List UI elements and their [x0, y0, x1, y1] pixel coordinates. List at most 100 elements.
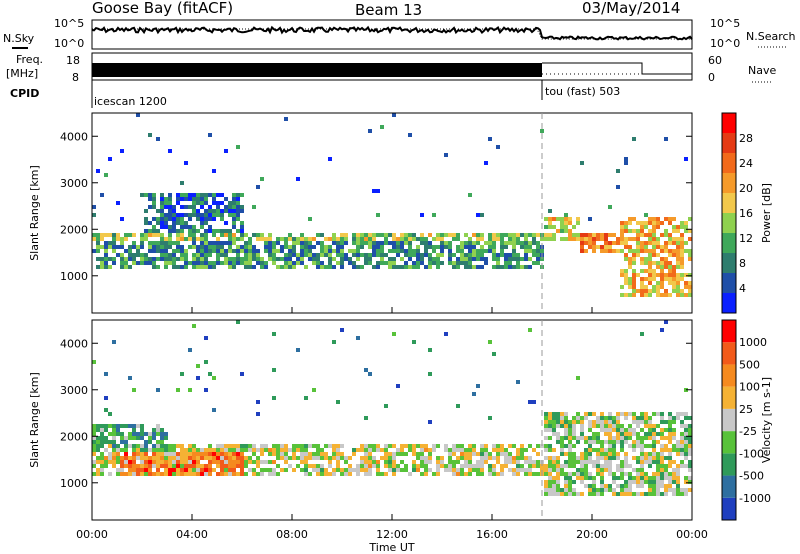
power-cell — [656, 281, 660, 285]
power-cell — [384, 253, 388, 257]
power-cell — [344, 233, 348, 237]
power-cell — [284, 253, 288, 257]
vel-cell — [448, 464, 452, 468]
power-cell — [580, 237, 584, 241]
power-cell — [356, 265, 360, 269]
vel-cell — [576, 412, 580, 416]
vel-cell — [564, 472, 568, 476]
vel-cell — [480, 444, 484, 448]
vel-cell — [592, 424, 596, 428]
vel-cell — [336, 460, 340, 464]
vel-cell — [588, 440, 592, 444]
power-cell — [232, 209, 236, 213]
vel-cell — [564, 412, 568, 416]
vel-cell — [676, 480, 680, 484]
power-cell — [340, 253, 344, 257]
power-cell — [360, 241, 364, 245]
power-cell — [428, 241, 432, 245]
vel-cell — [472, 468, 476, 472]
vel-cell — [664, 428, 668, 432]
vel-cell — [648, 476, 652, 480]
power-cell — [632, 269, 636, 273]
vel-cell — [116, 432, 120, 436]
vel-cell — [588, 452, 592, 456]
vel-cell — [112, 448, 116, 452]
power-cell — [120, 237, 124, 241]
vel-cell — [616, 412, 620, 416]
vel-cell — [644, 456, 648, 460]
power-cell — [192, 205, 196, 209]
power-cell — [380, 249, 384, 253]
power-cell — [128, 233, 132, 237]
vel-cell — [132, 456, 136, 460]
vel-cell — [136, 452, 140, 456]
power-cell — [540, 129, 544, 133]
power-colorbar-segment — [722, 173, 736, 193]
vel-cell — [324, 472, 328, 476]
vel-cell — [252, 452, 256, 456]
power-cell — [292, 261, 296, 265]
power-cell — [428, 265, 432, 269]
power-cell — [112, 249, 116, 253]
vel-cell — [324, 444, 328, 448]
vel-cell — [152, 472, 156, 476]
vel-cell — [520, 448, 524, 452]
vel-cell — [484, 444, 488, 448]
vel-cell — [620, 448, 624, 452]
vel-cell — [108, 424, 112, 428]
vel-cell — [168, 464, 172, 468]
power-cell — [196, 237, 200, 241]
power-cell — [684, 241, 688, 245]
vel-cell — [612, 480, 616, 484]
vel-cell — [612, 416, 616, 420]
power-cell — [184, 221, 188, 225]
power-cell — [372, 265, 376, 269]
power-cell — [340, 257, 344, 261]
vel-cell — [284, 456, 288, 460]
vel-cell — [516, 452, 520, 456]
power-cell — [464, 245, 468, 249]
vel-cell — [572, 416, 576, 420]
vel-cell — [664, 472, 668, 476]
power-cell — [564, 217, 568, 221]
vel-cell — [100, 432, 104, 436]
vel-cell — [592, 448, 596, 452]
power-cell — [192, 193, 196, 197]
power-cell — [636, 249, 640, 253]
vel-cell — [668, 424, 672, 428]
vel-cell — [684, 412, 688, 416]
vel-cell — [384, 460, 388, 464]
freq-unit-label: [MHz] — [6, 67, 38, 80]
power-cell — [112, 237, 116, 241]
power-cell — [216, 213, 220, 217]
vel-cell — [584, 456, 588, 460]
power-cell — [380, 245, 384, 249]
vel-cell — [196, 452, 200, 456]
power-cell — [172, 225, 176, 229]
vel-cell — [240, 464, 244, 468]
vel-cell — [608, 420, 612, 424]
power-cell — [180, 221, 184, 225]
vel-cell — [680, 464, 684, 468]
vel-cell — [488, 452, 492, 456]
power-cell — [416, 237, 420, 241]
power-cell — [256, 249, 260, 253]
power-cell — [648, 277, 652, 281]
vel-cell — [156, 432, 160, 436]
power-cell — [464, 241, 468, 245]
vel-cell — [128, 432, 132, 436]
power-cell — [264, 237, 268, 241]
power-cell — [192, 241, 196, 245]
vel-cell — [676, 468, 680, 472]
power-cell — [572, 225, 576, 229]
power-cell — [172, 209, 176, 213]
vel-cell — [544, 488, 548, 492]
vel-cell — [356, 448, 360, 452]
power-cell — [192, 253, 196, 257]
power-cell — [440, 253, 444, 257]
power-cell — [272, 257, 276, 261]
power-cell — [160, 249, 164, 253]
power-cell — [644, 277, 648, 281]
vel-cell — [160, 464, 164, 468]
power-cell — [516, 261, 520, 265]
